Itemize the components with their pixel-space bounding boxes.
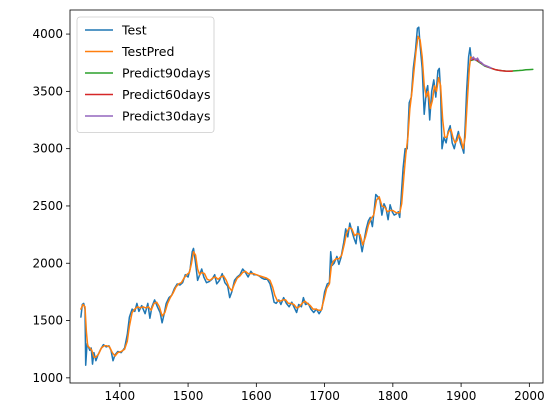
- x-tick-label: 1600: [241, 389, 272, 403]
- x-tick-label: 1700: [309, 389, 340, 403]
- y-tick-label: 1000: [32, 371, 63, 385]
- axes-frame: [69, 9, 544, 384]
- legend-label-test: Test: [121, 23, 147, 38]
- legend: Test TestPred Predict90days Predict60days Pr…: [76, 16, 215, 133]
- legend-box: [76, 16, 215, 133]
- x-tick-label: 1500: [173, 389, 204, 403]
- series-line-test: [80, 26, 473, 366]
- x-tick-label: 1400: [105, 389, 136, 403]
- y-tick-label: 4000: [32, 27, 63, 41]
- x-tick-label: 1900: [446, 389, 477, 403]
- legend-label-predict90days: Predict90days: [122, 66, 210, 81]
- legend-label-predict60days: Predict60days: [122, 87, 210, 102]
- y-axis-ticks: 1000 1500 2000 2500 3000 3500 4000: [32, 27, 70, 385]
- y-tick-label: 1500: [32, 314, 63, 328]
- y-tick-label: 2500: [32, 199, 63, 213]
- legend-label-testpred: TestPred: [121, 44, 174, 59]
- x-axis-ticks: 1400 1500 1600 1700 1800 1900 2000: [105, 383, 545, 403]
- y-tick-label: 3000: [32, 142, 63, 156]
- series-line-testpred: [80, 35, 473, 358]
- series-line-predict60days: [470, 57, 514, 72]
- x-tick-label: 1800: [378, 389, 409, 403]
- y-tick-label: 3500: [32, 84, 63, 98]
- legend-label-predict30days: Predict30days: [122, 109, 210, 124]
- series-line-predict30days: [470, 56, 492, 69]
- plot-lines: [80, 26, 534, 366]
- y-tick-label: 2000: [32, 256, 63, 270]
- x-tick-label: 2000: [514, 389, 545, 403]
